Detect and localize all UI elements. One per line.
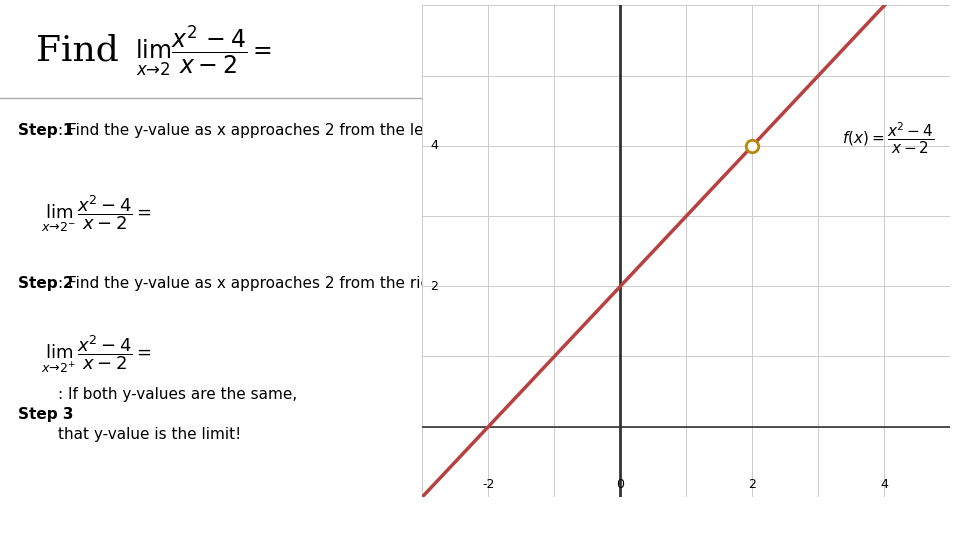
Text: 2: 2 (749, 478, 756, 491)
Text: 2: 2 (430, 280, 438, 293)
Text: : If both y-values are the same,: : If both y-values are the same, (58, 387, 297, 402)
Text: Find: Find (36, 33, 119, 67)
Text: : Find the y-value as x approaches 2 from the left: : Find the y-value as x approaches 2 fro… (58, 123, 435, 138)
Text: 4: 4 (430, 139, 438, 152)
Text: -2: -2 (482, 478, 494, 491)
Text: Step 3: Step 3 (18, 407, 74, 422)
Text: $\lim_{x\to 2}\dfrac{x^2-4}{x-2}=$: $\lim_{x\to 2}\dfrac{x^2-4}{x-2}=$ (135, 23, 273, 78)
Text: 0: 0 (616, 478, 624, 491)
Text: that y-value is the limit!: that y-value is the limit! (58, 427, 241, 442)
Text: Step 1: Step 1 (18, 123, 73, 138)
Text: : Find the y-value as x approaches 2 from the right: : Find the y-value as x approaches 2 fro… (58, 276, 445, 291)
Text: $\lim_{x\to 2^+}\dfrac{x^2-4}{x-2}=$: $\lim_{x\to 2^+}\dfrac{x^2-4}{x-2}=$ (40, 333, 152, 375)
Text: Step 2: Step 2 (18, 276, 74, 291)
Text: 4: 4 (880, 478, 888, 491)
Text: $f(x)=\dfrac{x^2-4}{x-2}$: $f(x)=\dfrac{x^2-4}{x-2}$ (842, 120, 934, 156)
Text: $\lim_{x\to 2^-}\dfrac{x^2-4}{x-2}=$: $\lim_{x\to 2^-}\dfrac{x^2-4}{x-2}=$ (40, 193, 152, 234)
